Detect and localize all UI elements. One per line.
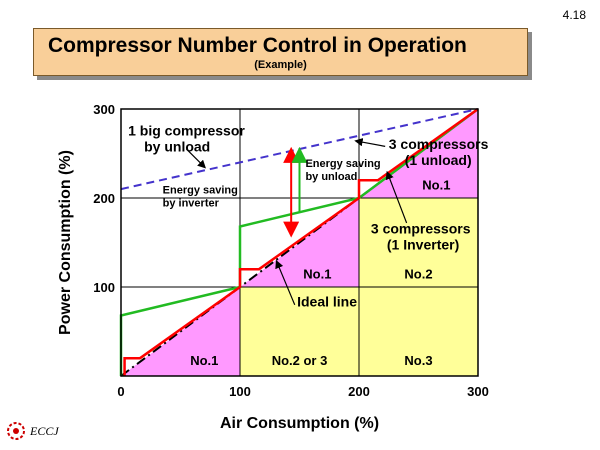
annotation-line: Ideal line xyxy=(297,294,357,310)
series-line-3 xyxy=(123,107,479,376)
logo-text: ECCJ xyxy=(30,423,59,438)
annotation-line: Energy saving xyxy=(305,158,380,170)
annotation-3: Energy saving by unload xyxy=(305,158,380,183)
unload-pointer xyxy=(354,138,386,147)
annotation-line: by inverter xyxy=(163,198,220,210)
eccj-logo: ECCJ xyxy=(6,420,59,442)
annotation-line: by unload xyxy=(144,139,210,155)
region-label-3: No.1 xyxy=(303,267,331,282)
annotation-2: 3 compressors (1 Inverter) xyxy=(371,221,471,253)
annotation-line: (1 unload) xyxy=(405,152,472,168)
y-tick-label-2: 300 xyxy=(93,102,115,117)
region-1 xyxy=(240,287,359,376)
inverter-pointer xyxy=(385,170,408,224)
x-tick-label-1: 100 xyxy=(229,384,251,399)
y-axis-label: Power Consumption (%) xyxy=(57,150,74,335)
annotation-4: Energy saving by inverter xyxy=(163,185,238,210)
x-axis-label: Air Consumption (%) xyxy=(220,415,379,432)
region-label-4: No.2 xyxy=(404,267,432,282)
plot-frame xyxy=(120,108,479,377)
region-label-2: No.3 xyxy=(404,353,432,368)
annotation-line: Energy saving xyxy=(163,185,238,197)
annotation-0: 1 big compressor by unload xyxy=(128,123,245,155)
annotation-5: Ideal line xyxy=(297,294,357,310)
y-tick-label-0: 100 xyxy=(93,280,115,295)
y-tick-label-1: 200 xyxy=(93,191,115,206)
region-label-5: No.1 xyxy=(422,178,450,193)
page-title: Compressor Number Control in Operation xyxy=(48,34,467,57)
region-label-0: No.1 xyxy=(190,353,218,368)
eccj-logo-icon xyxy=(7,422,25,440)
region-4 xyxy=(359,198,478,287)
annotation-line: 3 compressors xyxy=(371,221,471,237)
region-2 xyxy=(359,287,478,376)
annotation-1: 3 compressors (1 unload) xyxy=(389,136,489,168)
big-compressor-pointer xyxy=(186,148,206,169)
ideal-line-pointer xyxy=(275,259,296,306)
region-label-1: No.2 or 3 xyxy=(272,353,328,368)
annotation-line: (1 Inverter) xyxy=(387,237,459,253)
series-line-0 xyxy=(120,108,479,377)
annotation-line: 1 big compressor xyxy=(128,123,245,139)
page-number: 4.18 xyxy=(562,8,586,22)
x-tick-label-2: 200 xyxy=(348,384,370,399)
title-box: Compressor Number Control in Operation (… xyxy=(33,28,528,76)
annotation-line: 3 compressors xyxy=(389,136,489,152)
x-tick-label-0: 0 xyxy=(117,384,124,399)
page-subtitle: (Example) xyxy=(254,59,307,71)
annotation-line: by unload xyxy=(305,171,357,183)
x-tick-label-3: 300 xyxy=(467,384,489,399)
